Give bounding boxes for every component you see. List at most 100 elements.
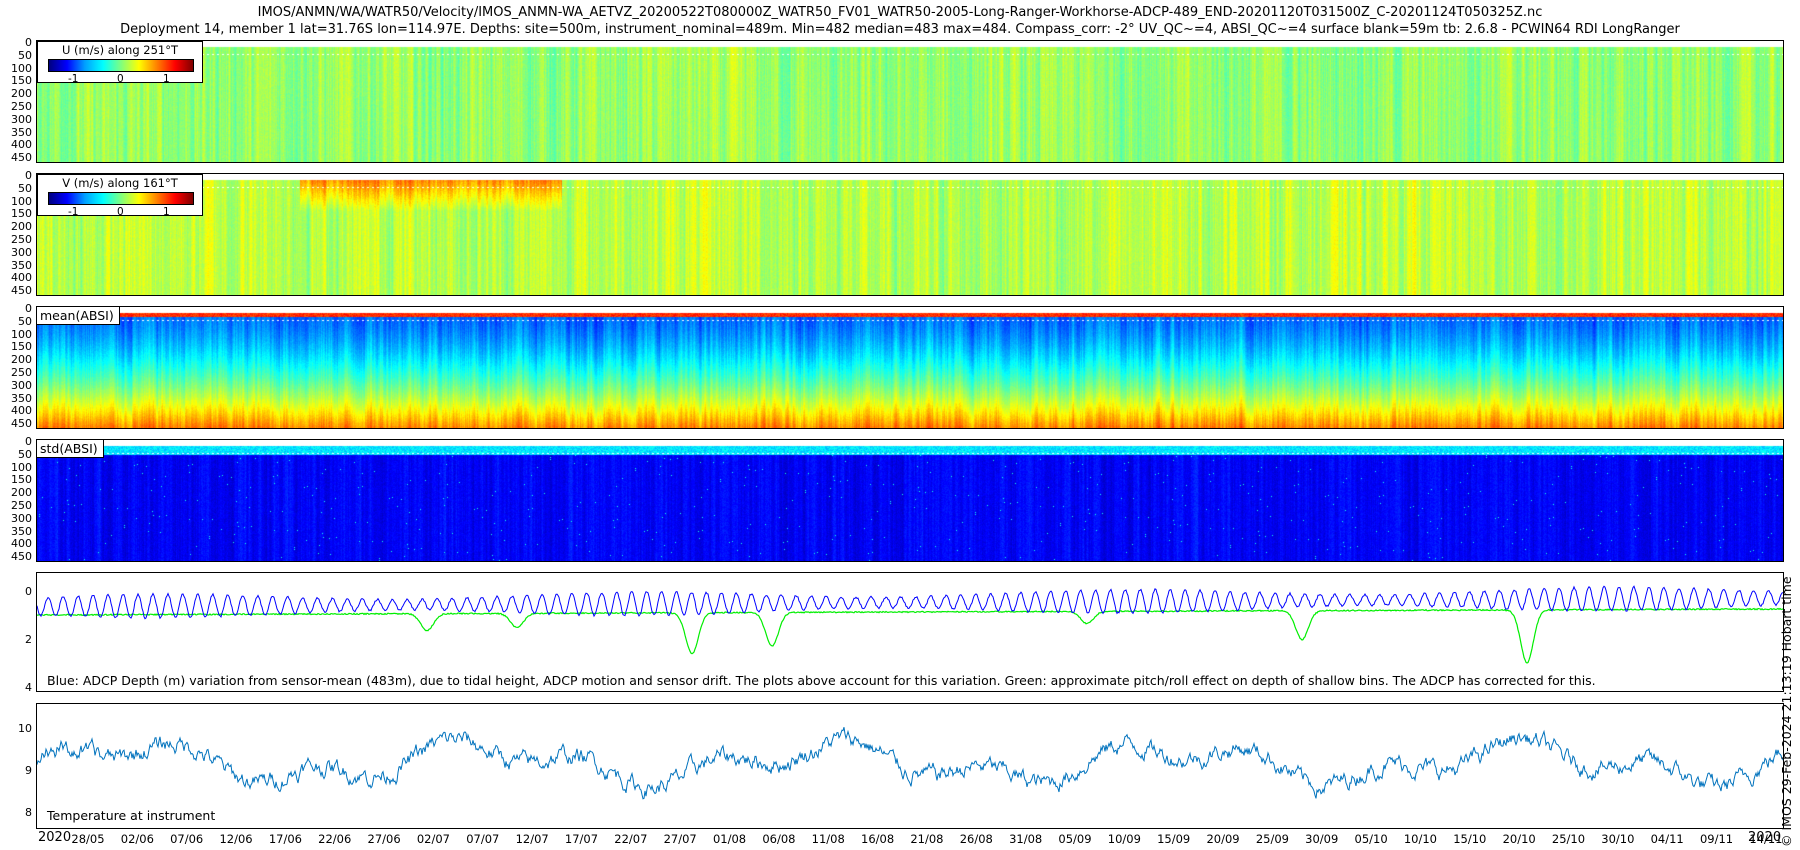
depth-tick-label: 400 bbox=[11, 271, 32, 285]
u-cbar-tick: 1 bbox=[163, 73, 170, 85]
temperature-tick-label: 10 bbox=[18, 722, 32, 736]
depth-variation-tick-label: 2 bbox=[25, 633, 32, 647]
adcp-depth-series-line bbox=[37, 585, 1783, 620]
x-tick-label: 04/11 bbox=[1650, 832, 1684, 846]
v-cbar-tick: 0 bbox=[117, 206, 124, 218]
depth-tick-label: 350 bbox=[11, 391, 32, 405]
x-tick-label: 12/06 bbox=[219, 832, 253, 846]
x-tick-label: 14/11 bbox=[1749, 832, 1783, 846]
depth-tick-label: 350 bbox=[11, 524, 32, 538]
temperature-tick-label: 8 bbox=[25, 806, 32, 820]
depth-tick-label: 300 bbox=[11, 511, 32, 525]
depth-tick-label: 450 bbox=[11, 151, 32, 165]
depth-tick-label: 400 bbox=[11, 138, 32, 152]
x-tick-label: 30/10 bbox=[1601, 832, 1635, 846]
depth-tick-label: 50 bbox=[18, 181, 32, 195]
depth-tick-label: 100 bbox=[11, 460, 32, 474]
depth-tick-label: 150 bbox=[11, 207, 32, 221]
depth-tick-label: 100 bbox=[11, 194, 32, 208]
depth-variation-tick-label: 4 bbox=[25, 681, 32, 695]
v-colorbar-legend: V (m/s) along 161°T -1 0 1 bbox=[37, 174, 203, 218]
depth-tick-label: 250 bbox=[11, 498, 32, 512]
timestamp-footer: © IMOS 29-Feb-2024 21:13:19 Hobart time bbox=[1779, 576, 1794, 847]
depth-tick-label: 200 bbox=[11, 353, 32, 367]
year-end-label: 2020 bbox=[1748, 830, 1782, 845]
x-tick-label: 01/08 bbox=[712, 832, 747, 846]
depth-tick-label: 200 bbox=[11, 486, 32, 500]
depth-tick-label: 300 bbox=[11, 245, 32, 259]
x-tick-label: 11/08 bbox=[811, 832, 845, 846]
u-colorbar-legend: U (m/s) along 251°T -1 0 1 bbox=[37, 41, 203, 85]
depth-tick-label: 350 bbox=[11, 125, 32, 139]
pitch-roll-series-line bbox=[37, 607, 1783, 664]
x-tick-label: 17/07 bbox=[564, 832, 599, 846]
temperature-panel: Temperature at instrument bbox=[36, 703, 1784, 829]
temperature-tick-label: 9 bbox=[25, 764, 32, 778]
x-tick-label: 15/10 bbox=[1453, 832, 1487, 846]
temperature-plot bbox=[37, 727, 1783, 800]
depth-tick-label: 200 bbox=[11, 87, 32, 101]
header-line-1: IMOS/ANMN/WA/WATR50/Velocity/IMOS_ANMN-W… bbox=[257, 5, 1543, 20]
depth-tick-label: 50 bbox=[18, 314, 32, 328]
depth-variation-panel: Blue: ADCP Depth (m) variation from sens… bbox=[36, 572, 1784, 692]
depth-tick-label: 0 bbox=[25, 302, 32, 315]
x-tick-label: 02/06 bbox=[120, 832, 154, 846]
v-velocity-panel: V (m/s) along 161°T -1 0 1 bbox=[36, 173, 1784, 296]
x-tick-label: 09/11 bbox=[1699, 832, 1734, 846]
depth-tick-label: 300 bbox=[11, 112, 32, 126]
depth-tick-label: 50 bbox=[18, 447, 32, 461]
depth-tick-label: 100 bbox=[11, 61, 32, 75]
mean-absi-label: mean(ABSI) bbox=[37, 307, 120, 325]
v-colorbar bbox=[48, 192, 194, 205]
depth-tick-label: 400 bbox=[11, 537, 32, 551]
depth-variation-plot bbox=[37, 585, 1783, 664]
x-tick-label: 25/10 bbox=[1551, 832, 1586, 846]
mean-absi-heatmap bbox=[37, 307, 1783, 428]
depth-tick-label: 450 bbox=[11, 284, 32, 298]
x-tick-label: 20/09 bbox=[1206, 832, 1240, 846]
v-cbar-tick: 1 bbox=[163, 206, 170, 218]
depth-caption: Blue: ADCP Depth (m) variation from sens… bbox=[47, 673, 1596, 688]
x-tick-label: 30/09 bbox=[1305, 832, 1339, 846]
depth-tick-label: 250 bbox=[11, 99, 32, 113]
v-legend-title: V (m/s) along 161°T bbox=[62, 176, 178, 190]
x-tick-label: 31/08 bbox=[1009, 832, 1043, 846]
std-absi-panel: std(ABSI) bbox=[36, 439, 1784, 562]
header-line-2: Deployment 14, member 1 lat=31.76S lon=1… bbox=[120, 22, 1680, 37]
depth-tick-label: 150 bbox=[11, 473, 32, 487]
u-cbar-tick: 0 bbox=[117, 73, 124, 85]
x-tick-label: 28/05 bbox=[71, 832, 105, 846]
x-tick-label: 27/07 bbox=[663, 832, 697, 846]
v-cbar-tick: -1 bbox=[68, 206, 79, 218]
depth-tick-label: 50 bbox=[18, 48, 32, 62]
x-tick-label: 25/09 bbox=[1255, 832, 1289, 846]
depth-tick-label: 0 bbox=[25, 36, 32, 49]
v-velocity-heatmap bbox=[37, 174, 1783, 295]
x-tick-label: 15/09 bbox=[1157, 832, 1191, 846]
x-tick-label: 16/08 bbox=[861, 832, 895, 846]
x-tick-label: 21/08 bbox=[910, 832, 944, 846]
depth-tick-label: 250 bbox=[11, 232, 32, 246]
depth-tick-label: 150 bbox=[11, 340, 32, 354]
x-tick-label: 20/10 bbox=[1502, 832, 1536, 846]
depth-tick-label: 100 bbox=[11, 327, 32, 341]
depth-variation-tick-label: 0 bbox=[25, 585, 32, 599]
u-legend-title: U (m/s) along 251°T bbox=[61, 43, 179, 57]
temperature-series-line bbox=[37, 727, 1783, 800]
depth-tick-label: 200 bbox=[11, 220, 32, 234]
std-absi-label: std(ABSI) bbox=[37, 440, 104, 458]
x-tick-label: 05/10 bbox=[1354, 832, 1388, 846]
x-tick-label: 22/07 bbox=[614, 832, 648, 846]
x-tick-label: 10/10 bbox=[1403, 832, 1438, 846]
mean-absi-panel: mean(ABSI) bbox=[36, 306, 1784, 429]
depth-tick-label: 450 bbox=[11, 417, 32, 431]
depth-tick-label: 350 bbox=[11, 258, 32, 272]
x-tick-label: 27/06 bbox=[367, 832, 401, 846]
temperature-label: Temperature at instrument bbox=[47, 808, 216, 823]
x-tick-label: 17/06 bbox=[268, 832, 302, 846]
depth-tick-label: 450 bbox=[11, 550, 32, 564]
depth-tick-label: 300 bbox=[11, 378, 32, 392]
u-velocity-panel: U (m/s) along 251°T -1 0 1 bbox=[36, 40, 1784, 163]
x-tick-label: 05/09 bbox=[1058, 832, 1092, 846]
x-tick-label: 10/09 bbox=[1107, 832, 1141, 846]
